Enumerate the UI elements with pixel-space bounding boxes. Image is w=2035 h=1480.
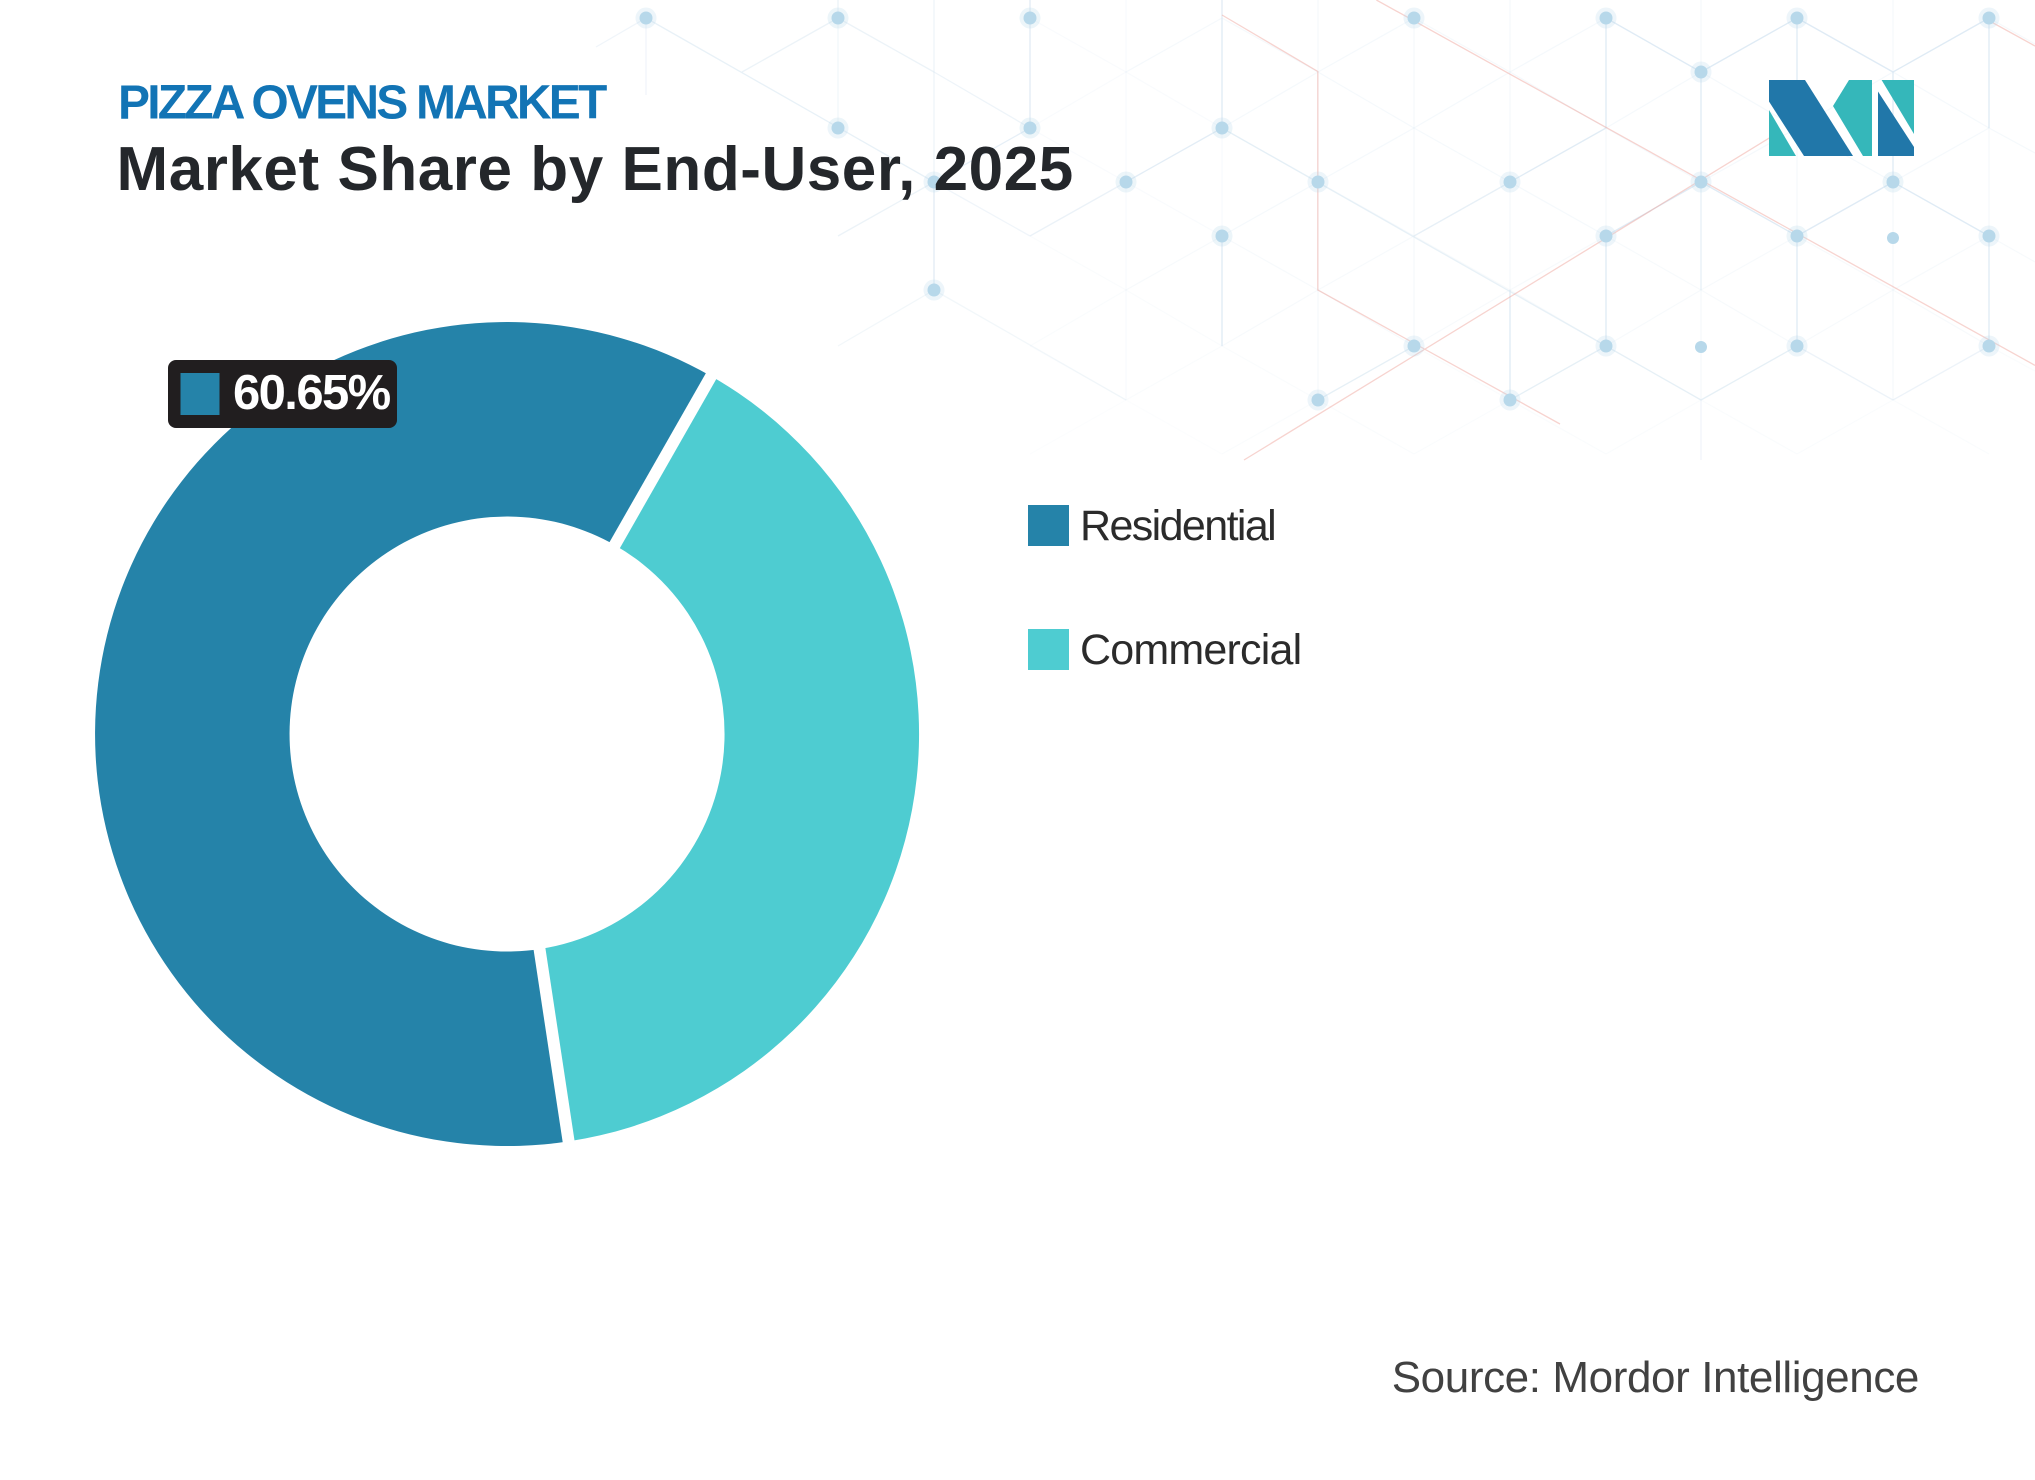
svg-text:Market Share by End-User, 2025: Market Share by End-User, 2025 — [117, 135, 1074, 204]
svg-text:60.65%: 60.65% — [233, 366, 391, 420]
svg-text:Source: Mordor Intelligence: Source: Mordor Intelligence — [1392, 1353, 1919, 1402]
svg-text:Commercial: Commercial — [1080, 626, 1301, 674]
svg-text:PIZZA OVENS MARKET: PIZZA OVENS MARKET — [118, 77, 607, 130]
svg-text:Residential: Residential — [1080, 502, 1275, 550]
